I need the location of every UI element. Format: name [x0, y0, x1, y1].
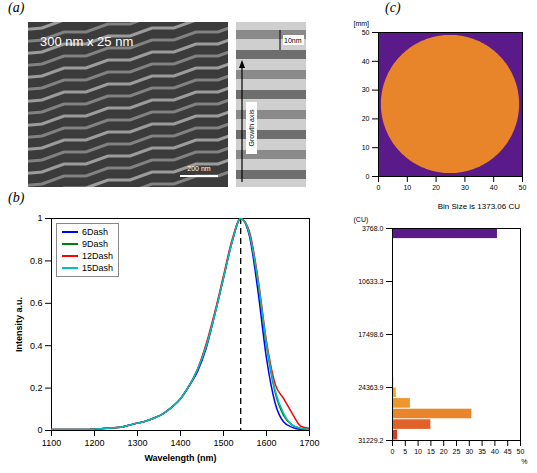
svg-text:10: 10: [362, 144, 370, 151]
svg-text:50: 50: [517, 448, 525, 455]
html-text:(c): (c): [385, 0, 401, 15]
svg-text:10: 10: [414, 448, 422, 455]
svg-text:24363.9: 24363.9: [358, 384, 383, 391]
html-text:(a): (a): [8, 0, 25, 15]
svg-text:(CU): (CU): [354, 216, 369, 224]
svg-text:50: 50: [519, 184, 527, 191]
html-text:6Dash: 6Dash: [82, 227, 108, 237]
svg-text:Growth axis: Growth axis: [248, 109, 255, 146]
html-text:(b): (b): [8, 190, 25, 205]
svg-text:0.2: 0.2: [30, 383, 43, 393]
svg-text:25: 25: [453, 448, 461, 455]
svg-text:40: 40: [491, 448, 499, 455]
svg-text:15: 15: [427, 448, 435, 455]
svg-text:%: %: [521, 458, 527, 465]
svg-text:1300: 1300: [127, 438, 147, 448]
svg-text:0: 0: [377, 184, 381, 191]
svg-text:Wavelength (nm): Wavelength (nm): [144, 453, 216, 463]
svg-text:5: 5: [403, 448, 407, 455]
svg-text:30: 30: [362, 86, 370, 93]
svg-text:0: 0: [37, 425, 42, 435]
svg-text:Intensity a.u.: Intensity a.u.: [14, 297, 24, 352]
svg-text:10nm: 10nm: [284, 37, 302, 44]
svg-text:0.6: 0.6: [30, 298, 43, 308]
svg-text:0: 0: [391, 448, 395, 455]
svg-text:40: 40: [490, 184, 498, 191]
svg-text:0.8: 0.8: [30, 256, 43, 266]
svg-text:50: 50: [362, 29, 370, 36]
svg-text:31229.2: 31229.2: [358, 437, 383, 444]
html-text:12Dash: 12Dash: [82, 251, 113, 261]
svg-text:45: 45: [504, 448, 512, 455]
html-text:Bin Size is 1373.06 CU: Bin Size is 1373.06 CU: [437, 202, 520, 211]
svg-text:[mm]: [mm]: [354, 20, 370, 28]
svg-text:1100: 1100: [42, 438, 61, 448]
svg-text:1: 1: [37, 213, 42, 223]
svg-text:10: 10: [403, 184, 411, 191]
svg-text:10633.3: 10633.3: [358, 278, 383, 285]
svg-text:0.4: 0.4: [30, 341, 43, 351]
svg-text:1200: 1200: [84, 438, 104, 448]
svg-text:1400: 1400: [170, 438, 190, 448]
svg-text:3768.0: 3768.0: [362, 225, 384, 232]
svg-text:200 nm: 200 nm: [187, 165, 211, 172]
html-text:9Dash: 9Dash: [82, 239, 108, 249]
svg-text:1700: 1700: [299, 438, 319, 448]
svg-text:20: 20: [362, 115, 370, 122]
svg-text:40: 40: [362, 58, 370, 65]
svg-text:1500: 1500: [213, 438, 233, 448]
svg-text:20: 20: [440, 448, 448, 455]
svg-text:20: 20: [432, 184, 440, 191]
svg-text:30: 30: [461, 184, 469, 191]
svg-text:30: 30: [465, 448, 473, 455]
svg-text:0: 0: [366, 173, 370, 180]
svg-text:35: 35: [478, 448, 486, 455]
svg-text:1600: 1600: [256, 438, 276, 448]
svg-text:17498.6: 17498.6: [358, 331, 383, 338]
html-text:15Dash: 15Dash: [82, 263, 113, 273]
svg-text:300 nm x 25 nm: 300 nm x 25 nm: [40, 34, 133, 49]
